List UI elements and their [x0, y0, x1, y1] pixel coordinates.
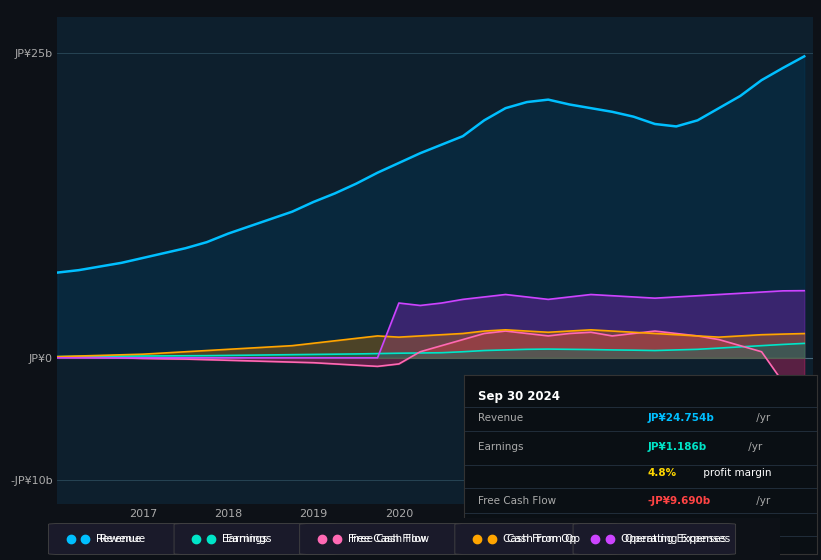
- Text: Earnings: Earnings: [478, 442, 524, 452]
- Text: Free Cash Flow: Free Cash Flow: [351, 534, 429, 544]
- FancyBboxPatch shape: [573, 524, 736, 554]
- Text: Cash From Op: Cash From Op: [507, 534, 580, 544]
- Text: JP¥1.186b: JP¥1.186b: [648, 442, 707, 452]
- Text: Free Cash Flow: Free Cash Flow: [478, 496, 556, 506]
- Text: JP¥24.754b: JP¥24.754b: [648, 413, 714, 423]
- Text: Cash From Op: Cash From Op: [502, 534, 576, 544]
- Text: /yr: /yr: [745, 442, 762, 452]
- Text: Operating Expenses: Operating Expenses: [478, 544, 583, 554]
- FancyBboxPatch shape: [455, 524, 617, 554]
- Text: Earnings: Earnings: [222, 534, 268, 544]
- FancyBboxPatch shape: [300, 524, 462, 554]
- Text: Revenue: Revenue: [478, 413, 523, 423]
- Text: /yr: /yr: [754, 496, 771, 506]
- Text: Free Cash Flow: Free Cash Flow: [348, 534, 426, 544]
- Text: Sep 30 2024: Sep 30 2024: [478, 390, 560, 403]
- Text: /yr: /yr: [745, 544, 762, 554]
- Text: /yr: /yr: [745, 520, 762, 530]
- FancyBboxPatch shape: [174, 524, 337, 554]
- Text: Revenue: Revenue: [100, 534, 145, 544]
- Text: -JP¥9.690b: -JP¥9.690b: [648, 496, 711, 506]
- Text: Earnings: Earnings: [226, 534, 271, 544]
- Text: /yr: /yr: [754, 413, 771, 423]
- Text: JP¥1.994b: JP¥1.994b: [648, 520, 707, 530]
- Text: Revenue: Revenue: [97, 534, 141, 544]
- Text: 4.8%: 4.8%: [648, 468, 677, 478]
- Text: JP¥5.515b: JP¥5.515b: [648, 544, 707, 554]
- Text: profit margin: profit margin: [700, 468, 772, 478]
- Text: Operating Expenses: Operating Expenses: [625, 534, 730, 544]
- Text: Operating Expenses: Operating Expenses: [621, 534, 727, 544]
- FancyBboxPatch shape: [48, 524, 211, 554]
- Text: Cash From Op: Cash From Op: [478, 520, 551, 530]
